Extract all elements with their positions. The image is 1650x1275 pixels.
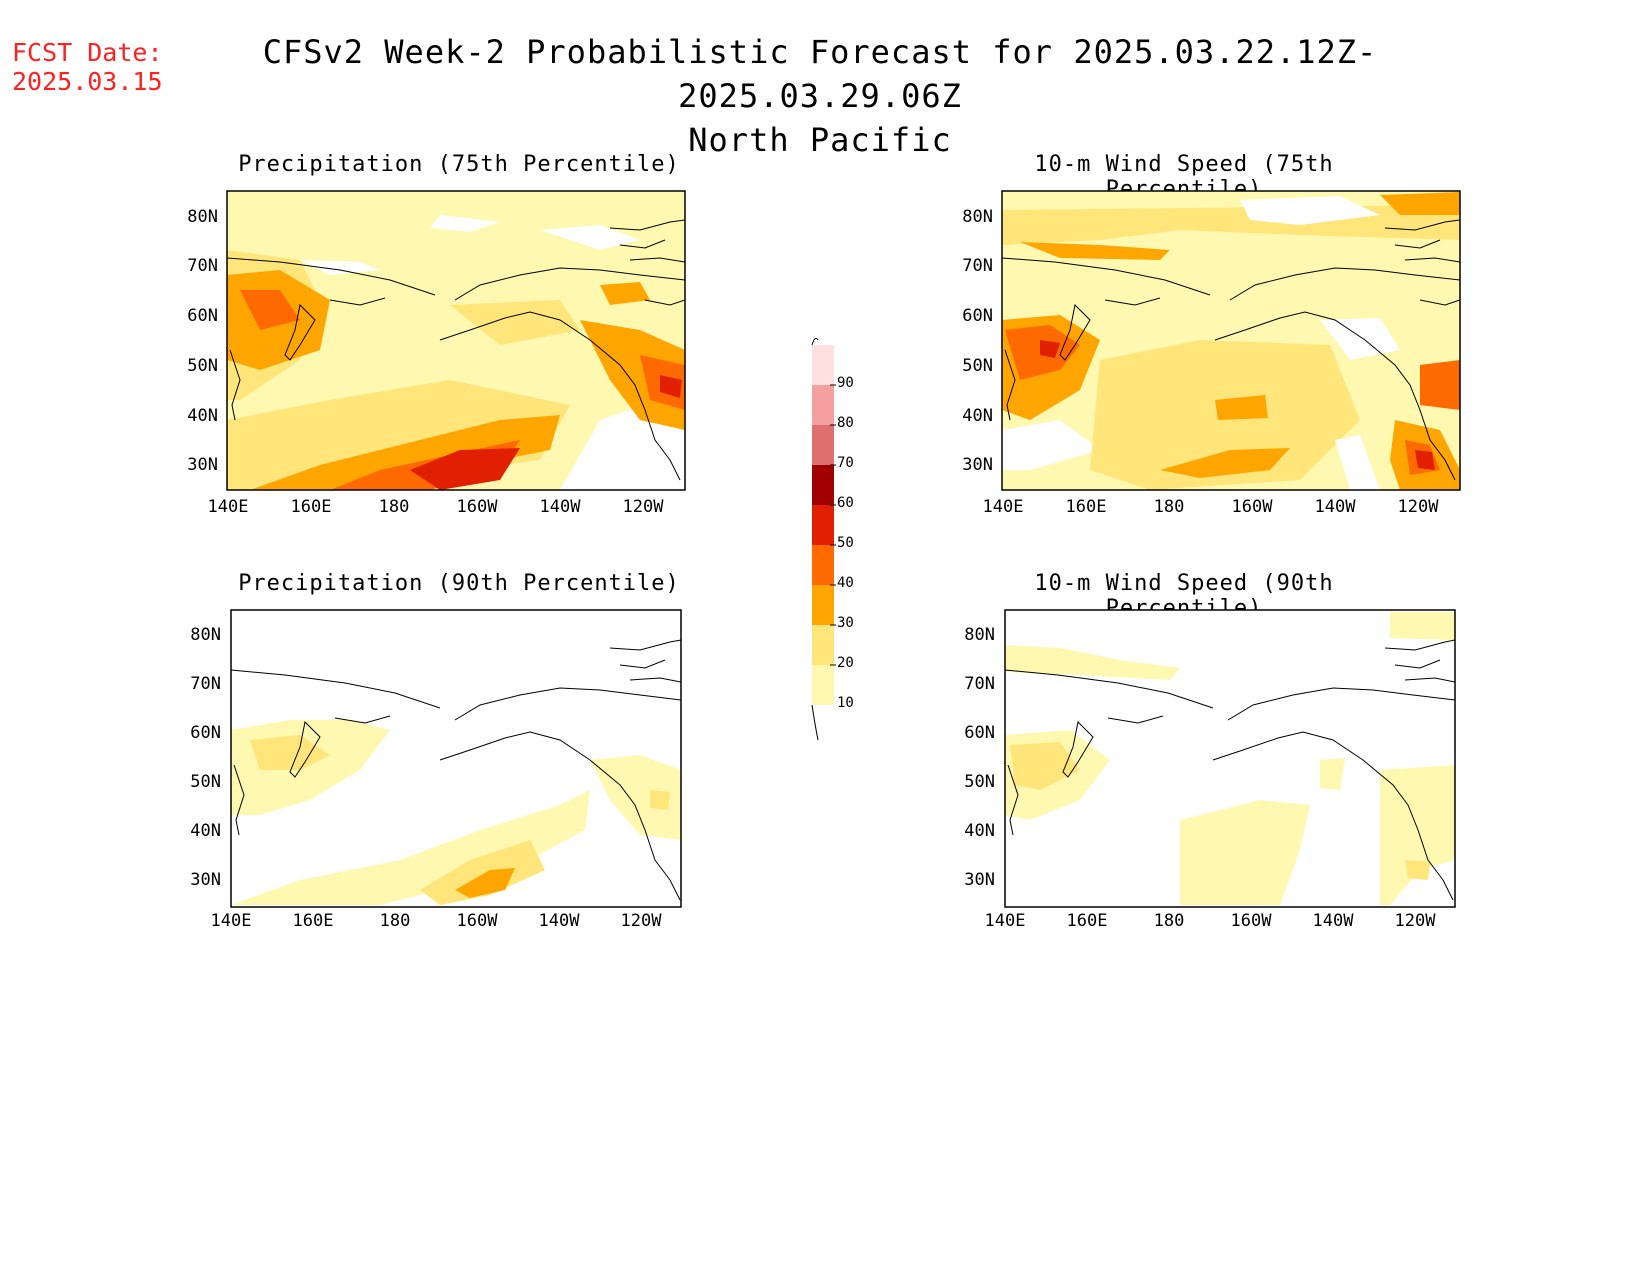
colorbar-swatch [812,545,834,585]
lon-label: 140E [207,497,249,517]
lon-label: 120W [1397,497,1439,517]
lon-label: 120W [1394,911,1436,931]
lat-label: 70N [962,256,993,276]
lat-label: 60N [962,306,993,326]
colorbar-label: 40 [837,575,854,591]
colorbar-top-cap [811,337,819,346]
lat-label: 70N [187,256,218,276]
lon-label: 160E [290,497,332,517]
lon-label: 160E [1066,911,1108,931]
colorbar-label: 50 [837,535,854,551]
colorbar [811,337,836,741]
lon-label: 160E [292,911,334,931]
colorbar-swatch [812,585,834,625]
lat-label: 80N [962,207,993,227]
lat-label: 40N [962,406,993,426]
main-title: CFSv2 Week-2 Probabilistic Forecast for … [262,33,1378,115]
colorbar-label: 70 [837,455,854,471]
lat-label: 60N [190,723,221,743]
lat-label: 60N [187,306,218,326]
lon-label: 140E [210,911,252,931]
lat-label: 50N [964,772,995,792]
lat-label: 60N [964,723,995,743]
lat-label: 70N [190,674,221,694]
lat-label: 30N [962,455,993,475]
colorbar-swatch [812,665,834,705]
lat-label: 80N [187,207,218,227]
colorbar-swatch [812,345,834,385]
fcst-label: FCST Date: [12,38,163,67]
colorbar-label: 20 [837,655,854,671]
colorbar-bottom-cap [811,704,819,741]
lon-label: 140W [1314,497,1356,517]
lat-label: 80N [964,625,995,645]
colorbar-label: 10 [837,695,854,711]
lat-label: 40N [187,406,218,426]
colorbar-label: 30 [837,615,854,631]
map-wind-90 [1004,609,1456,908]
lon-label: 120W [620,911,662,931]
colorbar-swatch [812,465,834,505]
colorbar-label: 80 [837,415,854,431]
map-precip-75 [226,190,686,491]
map-precip-90 [230,609,682,908]
page-title: CFSv2 Week-2 Probabilistic Forecast for … [170,30,1470,162]
map-wind-75 [1001,190,1461,491]
lat-label: 80N [190,625,221,645]
colorbar-swatch [812,625,834,665]
panel-title-wind-90: 10-m Wind Speed (90th Percentile) [1034,571,1334,621]
colorbar-swatch [812,425,834,465]
panel-title-precip-90: Precipitation (90th Percentile) [238,571,680,596]
colorbar-swatch [812,505,834,545]
forecast-date-label: FCST Date: 2025.03.15 [12,38,163,96]
lon-label: 180 [1153,911,1185,931]
lon-label: 160W [1230,911,1272,931]
colorbar-swatch [812,385,834,425]
lon-label: 160W [1231,497,1273,517]
lat-label: 40N [964,821,995,841]
lon-label: 140W [538,911,580,931]
lat-label: 30N [187,455,218,475]
lat-label: 30N [964,870,995,890]
lon-label: 160W [456,911,498,931]
lon-label: 140E [982,497,1024,517]
colorbar-label: 90 [837,375,854,391]
lat-label: 50N [962,356,993,376]
region-subtitle: North Pacific [688,121,952,159]
lon-label: 120W [622,497,664,517]
lon-label: 140W [539,497,581,517]
lat-label: 40N [190,821,221,841]
lon-label: 140E [984,911,1026,931]
lon-label: 140W [1312,911,1354,931]
lon-label: 180 [378,497,410,517]
colorbar-label: 60 [837,495,854,511]
lat-label: 30N [190,870,221,890]
lat-label: 70N [964,674,995,694]
lon-label: 160E [1065,497,1107,517]
lon-label: 160W [456,497,498,517]
lat-label: 50N [190,772,221,792]
lat-label: 50N [187,356,218,376]
lon-label: 180 [1153,497,1185,517]
panel-title-precip-75: Precipitation (75th Percentile) [238,152,680,177]
lon-label: 180 [379,911,411,931]
fcst-date: 2025.03.15 [12,67,163,96]
